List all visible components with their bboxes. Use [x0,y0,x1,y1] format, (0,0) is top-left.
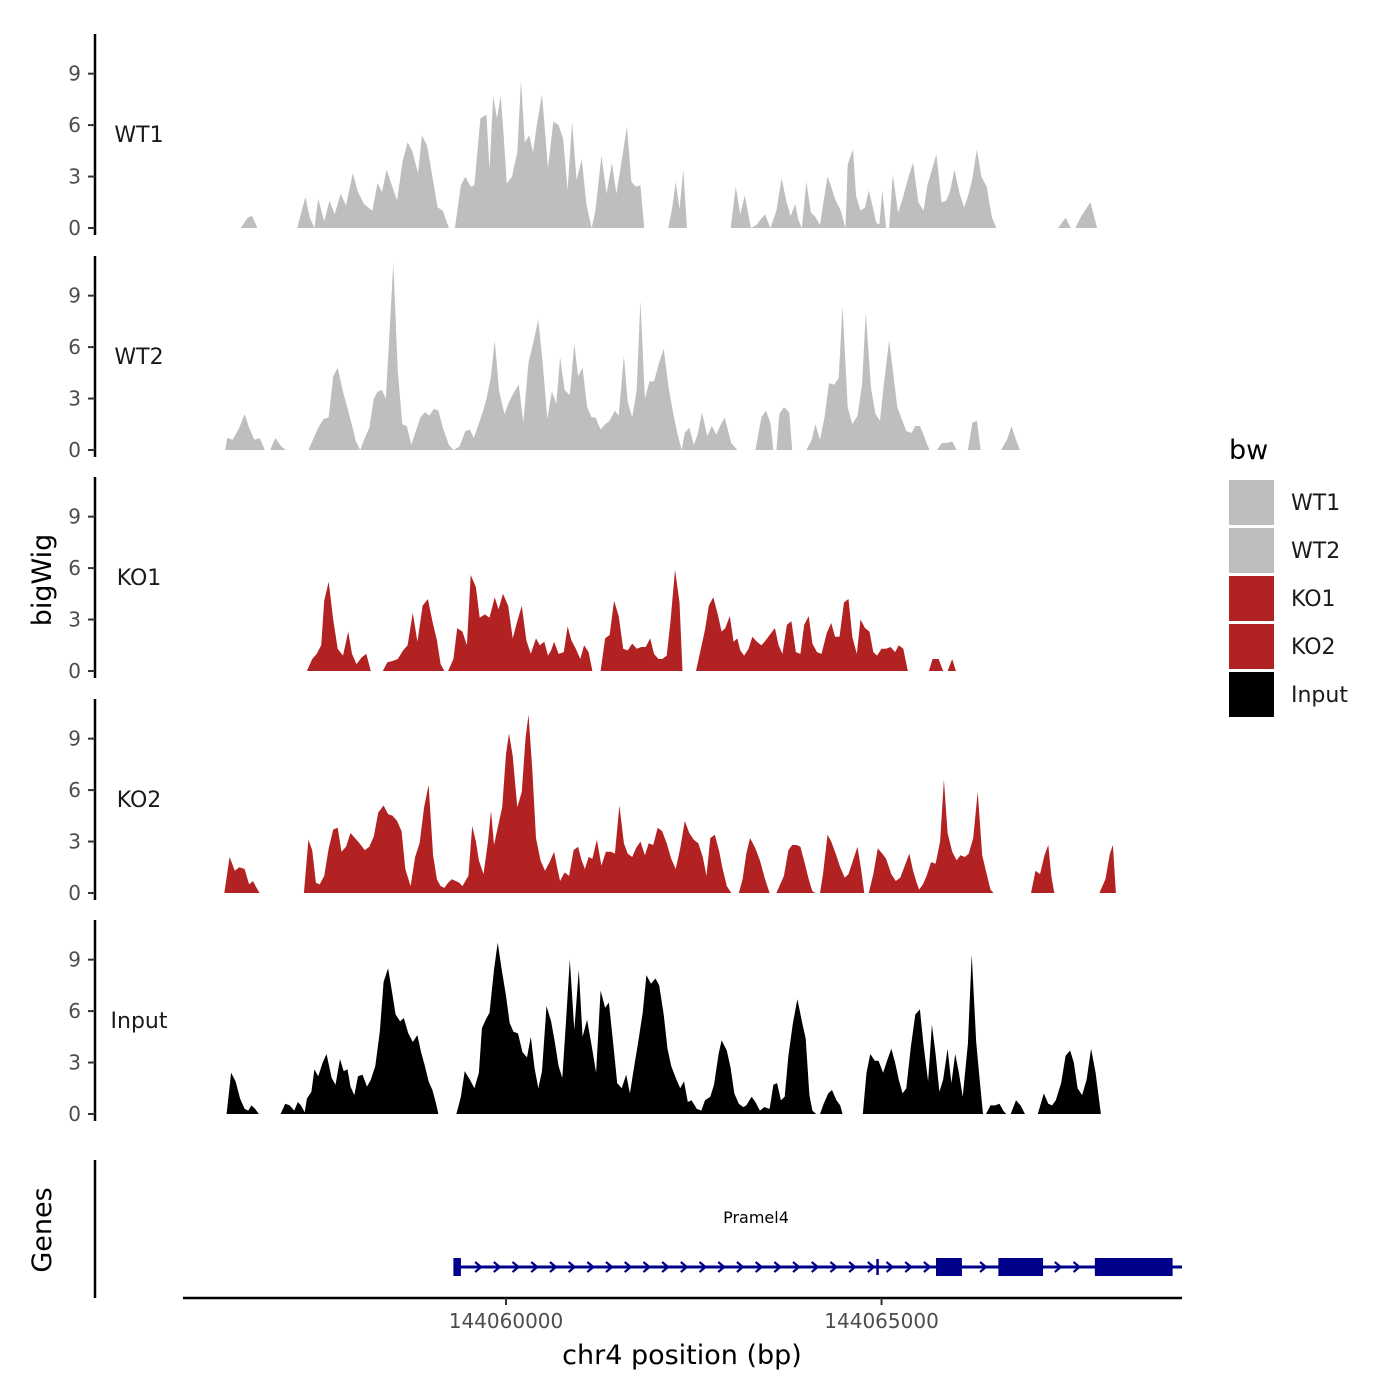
y-tick-label-ko1-3: 3 [68,608,81,632]
gene-model: Pramel4 [453,1208,1182,1276]
y-tick-label-ko1-9: 9 [68,505,81,529]
legend-swatch-input [1229,672,1274,717]
strand-arrow-icon [661,1261,670,1273]
y-tick-label-input-9: 9 [68,948,81,972]
strand-arrow-icon [811,1261,820,1273]
y-tick-label-ko2-3: 3 [68,830,81,854]
strand-arrow-icon [979,1261,988,1273]
strand-arrow-icon [829,1261,839,1273]
strand-arrow-icon [605,1261,614,1273]
strand-arrow-icon [493,1261,502,1273]
track-label-ko2: KO2 [117,788,162,813]
exon-2 [936,1258,962,1276]
legend-title: bw [1229,435,1268,466]
track-label-wt1: WT1 [114,123,163,148]
x-axis-title: chr4 position (bp) [562,1340,802,1371]
x-axis: 144060000 144065000 chr4 position (bp) [183,1296,1182,1371]
strand-arrow-icon [530,1261,539,1273]
y-tick-label-ko1-6: 6 [68,556,81,580]
strand-arrow-icon [642,1261,652,1273]
legend-entries: WT1 WT2 KO1 KO2 Input [1229,480,1348,717]
strand-arrow-icon [698,1261,708,1273]
x-tick-label-144060000: 144060000 [449,1309,564,1333]
track-label-input: Input [111,1009,168,1034]
y-tick-label-wt1-3: 3 [68,165,81,189]
track-input: 0 3 6 9 Input [68,920,1101,1126]
legend-swatch-wt2 [1229,528,1274,573]
legend-swatch-ko2 [1229,624,1274,669]
track-ko1: 0 3 6 9 KO1 [68,477,998,683]
legend-label-ko1: KO1 [1291,587,1336,612]
y-tick-label-wt1-9: 9 [68,62,81,86]
coverage-area-ko1 [306,569,998,671]
y-tick-label-wt2-3: 3 [68,387,81,411]
y-tick-label-ko2-0: 0 [68,881,81,905]
strand-arrow-icon [586,1261,596,1273]
strand-arrow-icon [736,1261,745,1273]
y-tick-label-wt1-6: 6 [68,113,81,137]
y-tick-label-wt2-0: 0 [68,438,81,462]
track-wt2: 0 3 6 9 WT2 [68,256,1025,462]
gene-name-label: Pramel4 [723,1208,789,1227]
y-tick-label-ko2-9: 9 [68,727,81,751]
y-axis-title: bigWig [27,534,58,627]
coverage-area-wt2 [225,263,1025,450]
exon-1 [453,1258,461,1276]
strand-arrow-icon [717,1261,726,1273]
track-label-ko1: KO1 [117,566,162,591]
legend-label-wt2: WT2 [1291,539,1340,564]
strand-arrow-icon [754,1261,764,1273]
y-tick-label-ko1-0: 0 [68,659,81,683]
strand-arrow-icon [474,1261,483,1273]
track-label-wt2: WT2 [114,345,163,370]
strand-arrow-icon [511,1261,521,1273]
strand-arrow-icon [624,1261,633,1273]
coverage-area-ko2 [224,714,1116,893]
strand-arrow-icon [867,1261,876,1273]
track-ko2: 0 3 6 9 KO2 [68,699,1116,905]
x-tick-label-144065000: 144065000 [824,1309,939,1333]
legend-label-input: Input [1291,683,1348,708]
y-tick-label-input-3: 3 [68,1051,81,1075]
gene-track: Genes Pramel4 [27,1160,1182,1298]
x-axis-ticks: 144060000 144065000 [449,1298,939,1333]
strand-arrow-icon [923,1261,932,1273]
coverage-area-input [226,942,1101,1114]
legend-label-ko2: KO2 [1291,635,1336,660]
strand-arrow-icon [885,1261,895,1273]
y-tick-label-wt2-6: 6 [68,335,81,359]
strand-arrow-icon [567,1261,577,1273]
legend-swatch-ko1 [1229,576,1274,621]
legend: bw WT1 WT2 KO1 KO2 Input [1229,435,1348,717]
y-tick-label-wt1-0: 0 [68,216,81,240]
exon-3 [998,1258,1044,1276]
track-wt1: 0 3 6 9 WT1 [68,34,1098,240]
strand-arrow-icon [1072,1261,1082,1273]
legend-swatch-wt1 [1229,480,1274,525]
strand-arrow-icon [904,1261,913,1273]
strand-arrow-icon [1054,1261,1063,1273]
y-tick-label-input-0: 0 [68,1102,81,1126]
strand-arrow-icon [773,1261,783,1273]
coverage-area-wt1 [240,80,1098,228]
legend-label-wt1: WT1 [1291,491,1340,516]
y-tick-label-ko2-6: 6 [68,778,81,802]
y-tick-label-wt2-9: 9 [68,284,81,308]
exon-4 [1094,1258,1173,1276]
y-tick-label-input-6: 6 [68,999,81,1023]
strand-arrow-icon [848,1261,857,1273]
strand-arrow-icon [792,1261,801,1273]
strand-arrow-icon [680,1261,689,1273]
strand-arrow-icon [549,1261,558,1273]
gene-track-title: Genes [27,1187,58,1272]
coverage-tracks: 0 3 6 9 WT1 0 3 6 9 WT2 0 3 6 9 KO1 0 3 6 9 KO2 0 3 6 9 Input [68,34,1116,1126]
